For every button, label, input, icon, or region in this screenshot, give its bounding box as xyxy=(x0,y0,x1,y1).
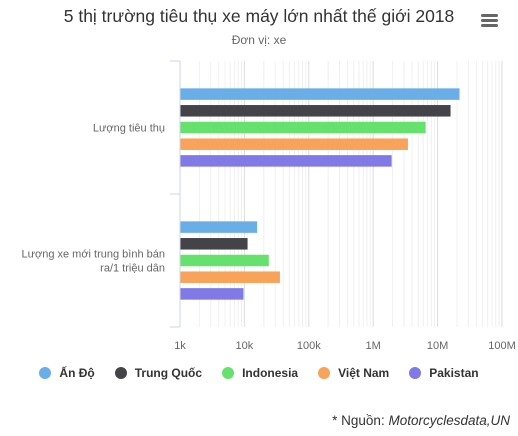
legend-marker-icon xyxy=(409,367,422,379)
legend-marker-icon xyxy=(222,367,235,379)
legend-item[interactable]: Việt Nam xyxy=(318,366,389,380)
category-label-line: ra/1 triệu dân xyxy=(100,263,165,275)
chart-title: 5 thị trường tiêu thụ xe máy lớn nhất th… xyxy=(63,6,455,26)
x-tick-label: 100k xyxy=(297,340,321,352)
hamburger-menu-icon xyxy=(481,14,498,17)
bar xyxy=(180,288,244,300)
bar xyxy=(180,138,408,150)
x-tick-label: 1M xyxy=(366,340,381,352)
chart-subtitle: Đơn vị: xe xyxy=(231,33,287,47)
legend-item[interactable]: Trung Quốc xyxy=(114,366,203,380)
menu-button[interactable] xyxy=(480,12,500,32)
bar xyxy=(180,271,280,283)
bar xyxy=(180,121,426,134)
legend-marker-icon xyxy=(318,367,331,379)
legend-marker-icon xyxy=(114,367,127,379)
source-prefix: * Nguồn: xyxy=(332,413,389,428)
legend: Ấn Độ Trung Quốc Indonesia Việt Nam Pakistan xyxy=(0,366,518,380)
legend-item[interactable]: Indonesia xyxy=(222,366,298,380)
source-text: Motorcyclesdata,UN xyxy=(388,413,510,428)
x-tick-label: 10k xyxy=(236,340,254,352)
x-tick-label: 1k xyxy=(174,340,186,352)
x-tick-label: 100M xyxy=(488,340,516,352)
legend-label: Việt Nam xyxy=(338,366,390,380)
legend-label: Pakistan xyxy=(429,366,479,380)
bar xyxy=(180,88,460,100)
hamburger-menu-icon-bar xyxy=(481,19,498,22)
legend-label: Trung Quốc xyxy=(134,366,203,380)
bar xyxy=(180,221,258,233)
legend-label: Ấn Độ xyxy=(59,366,95,380)
category-label-line: Lượng tiêu thụ xyxy=(93,123,165,135)
category-label: Lượng xe mới trung bình bán ra/1 triệu dâ… xyxy=(22,249,165,275)
category-label-line: Lượng xe mới trung bình bán xyxy=(22,249,165,261)
legend-item[interactable]: Pakistan xyxy=(409,366,479,380)
legend-marker-icon xyxy=(39,367,52,379)
bar xyxy=(180,238,248,250)
bar xyxy=(180,105,451,117)
x-tick-label: 10M xyxy=(427,340,448,352)
category-label: Lượng tiêu thụ xyxy=(93,123,165,135)
legend-label: Indonesia xyxy=(242,366,299,380)
legend-item[interactable]: Ấn Độ xyxy=(39,366,95,380)
source-note: * Nguồn: Motorcyclesdata,UN xyxy=(332,413,510,428)
bar xyxy=(180,155,392,167)
hamburger-menu-icon-bar xyxy=(481,24,498,27)
bar xyxy=(180,254,269,267)
